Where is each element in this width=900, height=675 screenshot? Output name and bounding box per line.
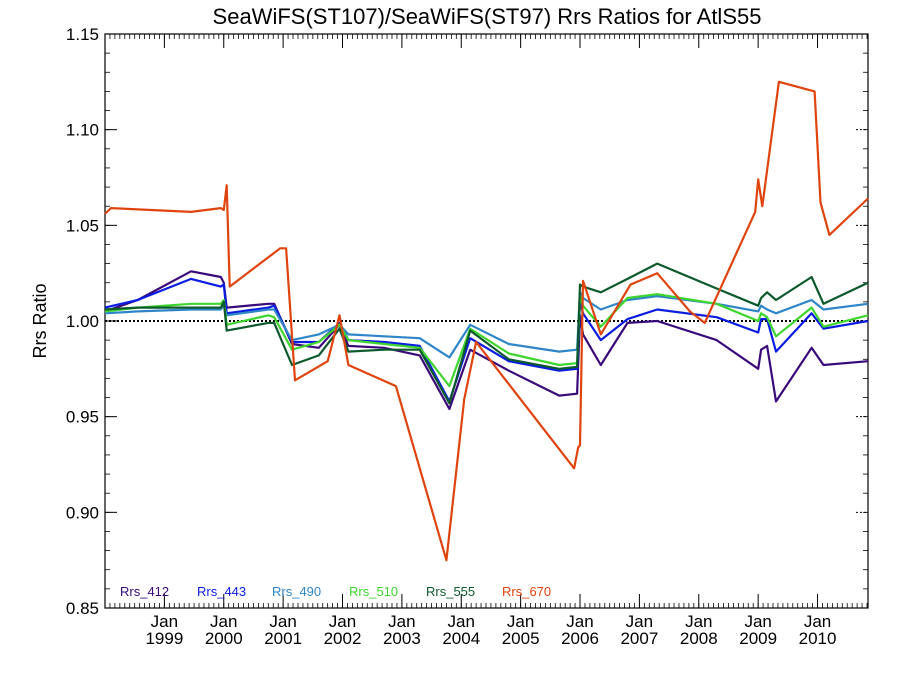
x-tick-label-year: 2005	[502, 629, 540, 648]
x-tick-label-year: 1999	[145, 629, 183, 648]
legend-entry-rrs-412: Rrs_412	[120, 584, 169, 599]
series-line-rrs-510	[104, 293, 869, 388]
legend-entry-rrs-490: Rrs_490	[272, 584, 321, 599]
x-tick-label-year: 2010	[799, 629, 837, 648]
series-line-rrs-443	[104, 277, 869, 403]
y-tick-label: 0.85	[66, 599, 99, 618]
x-tick-label-year: 2008	[680, 629, 718, 648]
x-tick-label-month: Jan	[744, 612, 771, 631]
series-line-rrs-490	[104, 291, 869, 359]
y-tick-label: 1.15	[66, 25, 99, 44]
x-tick-label-year: 2006	[561, 629, 599, 648]
x-tick-label-month: Jan	[388, 612, 415, 631]
legend-entry-rrs-555: Rrs_555	[426, 584, 475, 599]
chart-title: SeaWiFS(ST107)/SeaWiFS(ST97) Rrs Ratios …	[213, 4, 762, 29]
legend-entry-rrs-670: Rrs_670	[502, 584, 551, 599]
x-tick-label-year: 2001	[264, 629, 302, 648]
series-line-rrs-670	[104, 80, 869, 562]
legend-entry-rrs-443: Rrs_443	[197, 584, 246, 599]
x-tick-label-month: Jan	[685, 612, 712, 631]
x-tick-label-month: Jan	[448, 612, 475, 631]
x-tick-label-year: 2003	[383, 629, 421, 648]
x-tick-label-year: 2007	[620, 629, 658, 648]
x-tick-label-month: Jan	[151, 612, 178, 631]
y-tick-label: 0.90	[66, 503, 99, 522]
x-tick-label-year: 2009	[739, 629, 777, 648]
x-tick-label-month: Jan	[566, 612, 593, 631]
series-line-rrs-555	[104, 262, 869, 405]
plot-area: 0.850.900.951.001.051.101.15Jan1999Jan20…	[66, 25, 869, 648]
x-tick-label-year: 2004	[442, 629, 480, 648]
legend-entry-rrs-510: Rrs_510	[349, 584, 398, 599]
x-tick-label-month: Jan	[269, 612, 296, 631]
y-tick-label: 1.10	[66, 121, 99, 140]
y-tick-label: 1.00	[66, 312, 99, 331]
x-tick-label-year: 2002	[324, 629, 362, 648]
x-tick-label-month: Jan	[507, 612, 534, 631]
x-tick-label-year: 2000	[205, 629, 243, 648]
y-tick-label: 1.05	[66, 216, 99, 235]
x-tick-label-month: Jan	[210, 612, 237, 631]
x-tick-label-month: Jan	[804, 612, 831, 631]
y-axis-label: Rrs Ratio	[30, 283, 50, 358]
y-tick-label: 0.95	[66, 408, 99, 427]
x-tick-label-month: Jan	[626, 612, 653, 631]
x-tick-label-month: Jan	[329, 612, 356, 631]
